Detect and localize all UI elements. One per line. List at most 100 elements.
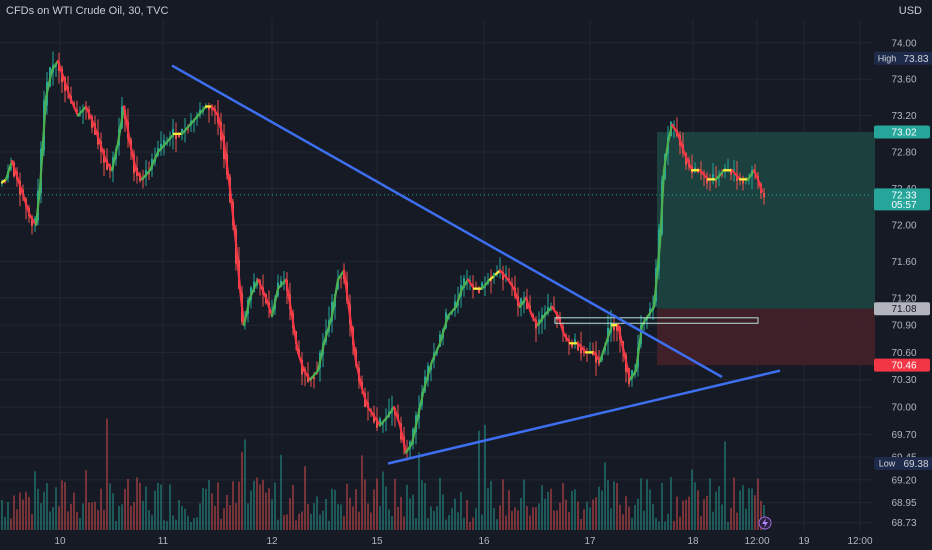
volume-bar [418, 452, 420, 530]
volume-bar [91, 502, 93, 530]
volume-bar [73, 492, 75, 530]
volume-bar [652, 504, 654, 530]
candle-body [571, 343, 573, 347]
volume-bar [433, 511, 435, 530]
ma-segment [238, 287, 244, 308]
candle-body [673, 124, 675, 126]
volume-bar [136, 477, 138, 530]
volume-bar [484, 424, 486, 530]
volume-bar [241, 452, 243, 530]
time-tick-label: 12:00 [744, 536, 769, 547]
volume-bar [244, 439, 246, 530]
volume-bar [442, 494, 444, 530]
volume-bar [700, 516, 702, 530]
volume-bar [658, 521, 660, 530]
volume-bar [493, 508, 495, 530]
volume-bar [304, 466, 306, 530]
high-label: High [878, 53, 897, 63]
ma-segment [346, 299, 352, 318]
ma-segment [654, 263, 660, 287]
signal-box[interactable] [554, 317, 759, 324]
volume-bar [757, 478, 759, 530]
volume-bar [160, 484, 162, 530]
volume-bar [451, 508, 453, 530]
ma-segment [42, 96, 48, 129]
target-zone[interactable] [657, 132, 875, 309]
candle-body [730, 170, 732, 175]
volume-bar [319, 514, 321, 530]
volume-bar [340, 504, 342, 530]
volume-bar [409, 498, 411, 530]
ma-segment [38, 157, 44, 190]
volume-bar [601, 490, 603, 530]
ma-segment [228, 187, 234, 208]
ma-segment [218, 123, 224, 135]
volume-bar [205, 488, 207, 530]
ma-segment [422, 380, 428, 390]
volume-bar [148, 510, 150, 530]
volume-bar [325, 499, 327, 530]
time-axis: 10 11 12 15 16 17 18 12:00 19 12:00 [54, 536, 873, 547]
volume-bar [157, 482, 159, 530]
volume-bar [400, 496, 402, 530]
volume-bar [13, 495, 15, 530]
volume-bar [382, 471, 384, 530]
price-tick-label: 69.70 [891, 430, 916, 441]
volume-bar [154, 490, 156, 530]
candle-body [448, 316, 450, 318]
candle-body [505, 273, 507, 276]
volume-bar [250, 490, 252, 530]
ma-segment [284, 278, 290, 293]
volume-bar [313, 503, 315, 530]
ma-segment [344, 284, 350, 302]
ma-segment [666, 132, 672, 145]
candle-body [466, 283, 468, 285]
volume-bar [607, 480, 609, 530]
price-tags: High 73.83 Low 69.38 73.02 71.08 70.46 72.3305:… [874, 51, 932, 471]
ma-segment [428, 360, 434, 370]
ma-segment [126, 129, 132, 145]
volume-bar [469, 521, 471, 530]
volume-bar [604, 462, 606, 530]
volume-bar [673, 520, 675, 530]
volume-bar [562, 483, 564, 530]
volume-bar [61, 480, 63, 530]
volume-bar [268, 488, 270, 530]
volume-bar [760, 500, 762, 530]
ma-segment [216, 114, 222, 126]
volume-bar [610, 508, 612, 530]
volume-bar [712, 511, 714, 530]
trendline-1[interactable] [171, 64, 723, 379]
volume-bar [619, 504, 621, 530]
volume-bar [514, 507, 516, 530]
volume-bar [16, 509, 18, 530]
price-tick-label: 74.00 [891, 38, 916, 49]
volume-bar [55, 487, 57, 530]
stop-zone[interactable] [657, 308, 875, 366]
volume-bar [31, 514, 33, 530]
volume-bar [247, 503, 249, 530]
candle-body [187, 128, 189, 130]
candle-body [10, 166, 12, 169]
volume-bar [667, 513, 669, 530]
candle-body [4, 181, 6, 183]
price-tick-label: 70.60 [891, 348, 916, 359]
volume-bar [370, 512, 372, 530]
volume-bar [727, 521, 729, 530]
volume-bar [412, 494, 414, 530]
volume-bar [733, 477, 735, 530]
trendline-2[interactable] [387, 369, 781, 465]
volume-bar [538, 503, 540, 530]
volume-bar [58, 506, 60, 530]
volume-bar [85, 470, 87, 530]
volume-bar [622, 514, 624, 530]
ma-segment [634, 354, 640, 372]
ma-segment [292, 327, 298, 342]
candle-body [481, 282, 483, 289]
volume-bar [67, 511, 69, 530]
volume-bar [625, 496, 627, 530]
lightning-icon-glyph [762, 518, 768, 528]
candle-body [34, 218, 36, 222]
volume-bar [49, 511, 51, 530]
